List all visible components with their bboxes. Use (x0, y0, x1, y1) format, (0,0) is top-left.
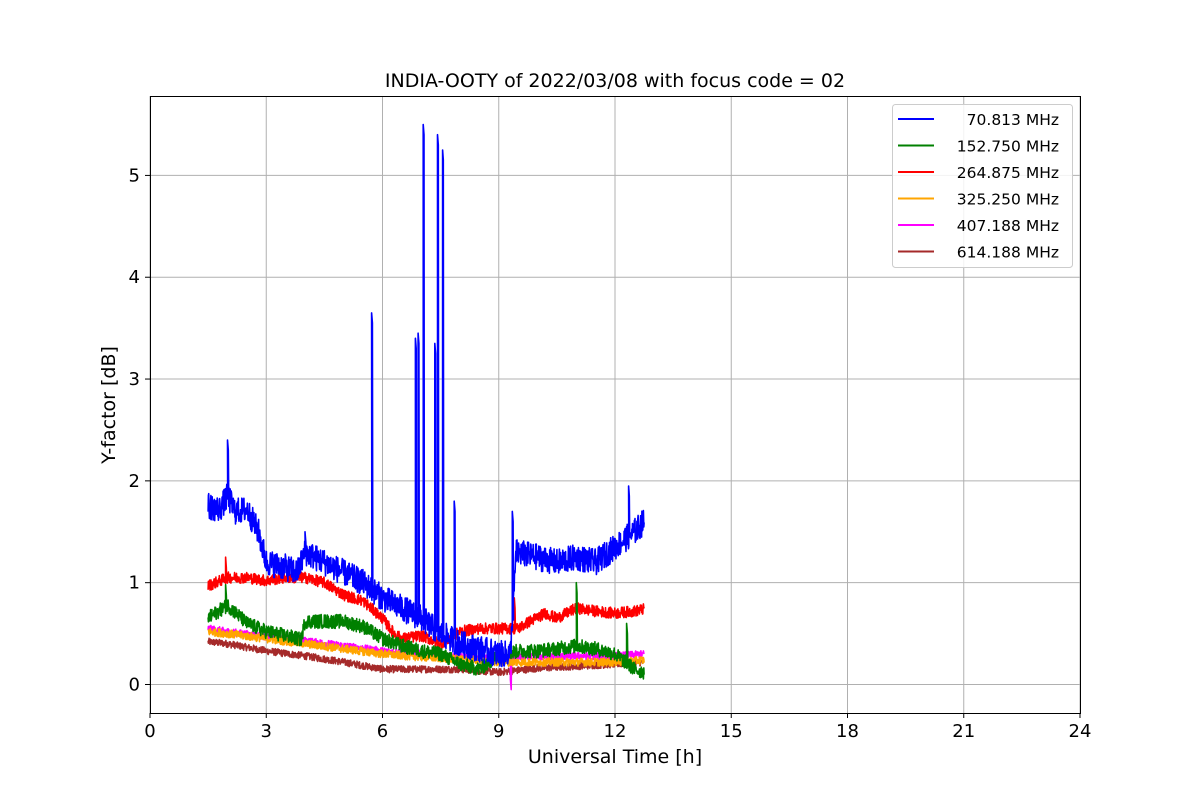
series-line-1 (207, 581, 645, 680)
y-tick-label: 2 (129, 471, 140, 492)
series-line-5 (207, 637, 645, 677)
x-tick-label: 9 (493, 721, 504, 742)
y-tick-label: 5 (129, 165, 140, 186)
legend-label: 407.188 MHz (957, 217, 1059, 235)
legend-label: 325.250 MHz (957, 191, 1059, 209)
x-tick-label: 21 (952, 721, 975, 742)
y-tick-label: 4 (129, 267, 140, 288)
series-line-3 (207, 627, 645, 667)
x-tick-label: 0 (144, 721, 155, 742)
legend-frame (892, 104, 1073, 268)
series-line-0 (207, 123, 645, 668)
legend-label: 152.750 MHz (957, 138, 1059, 156)
x-axis-label: Universal Time [h] (528, 746, 702, 768)
x-tick-label: 15 (720, 721, 743, 742)
chart-title: INDIA-OOTY of 2022/03/08 with focus code… (385, 70, 845, 92)
x-tick-label: 18 (836, 721, 859, 742)
y-axis: 0 1 2 3 4 5 (129, 165, 150, 695)
series-layer (207, 123, 645, 691)
y-tick-label: 0 (129, 674, 140, 695)
x-tick-label: 24 (1069, 721, 1092, 742)
legend-label: 70.813 MHz (967, 111, 1059, 129)
x-tick-label: 6 (377, 721, 388, 742)
x-axis: 0 3 6 9 12 15 18 21 24 (144, 713, 1091, 742)
y-axis-label: Y-factor [dB] (98, 346, 120, 465)
y-tick-label: 1 (129, 573, 140, 594)
legend-label: 264.875 MHz (957, 164, 1059, 182)
legend: 70.813 MHz 152.750 MHz 264.875 MHz 325.250 … (892, 104, 1073, 268)
x-tick-label: 12 (604, 721, 627, 742)
x-tick-label: 3 (261, 721, 272, 742)
legend-label: 614.188 MHz (957, 244, 1059, 262)
grid (149, 96, 1081, 713)
y-tick-label: 3 (129, 369, 140, 390)
